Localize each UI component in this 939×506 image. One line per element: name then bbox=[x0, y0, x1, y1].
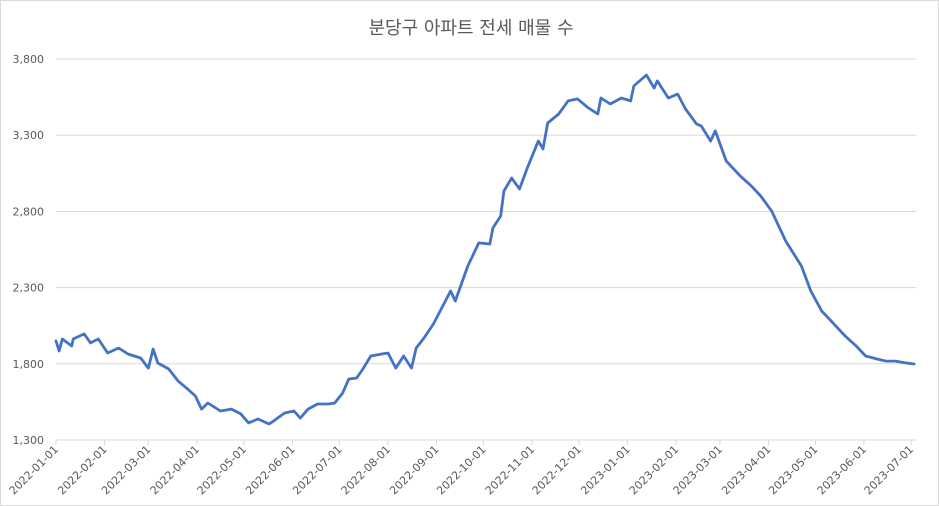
y-tick-label: 3,300 bbox=[13, 129, 45, 142]
x-tick-label: 2023-07-01 bbox=[862, 443, 916, 497]
x-tick-label: 2022-07-01 bbox=[290, 443, 344, 497]
y-tick-label: 1,300 bbox=[13, 434, 45, 447]
y-tick-label: 2,800 bbox=[13, 205, 45, 218]
x-tick-label: 2022-04-01 bbox=[148, 443, 202, 497]
x-tick-label: 2022-10-01 bbox=[434, 443, 488, 497]
x-tick-label: 2022-08-01 bbox=[339, 443, 393, 497]
x-tick-label: 2022-12-01 bbox=[530, 443, 584, 497]
chart-title: 분당구 아파트 전세 매물 수 bbox=[368, 18, 573, 39]
x-tick-label: 2023-05-01 bbox=[766, 443, 820, 497]
x-tick-label: 2022-11-01 bbox=[483, 443, 537, 497]
y-tick-label: 1,800 bbox=[13, 358, 45, 371]
x-tick-label: 2023-04-01 bbox=[719, 443, 773, 497]
x-tick-label: 2022-09-01 bbox=[387, 443, 441, 497]
series-line bbox=[54, 73, 916, 426]
y-tick-label: 2,300 bbox=[13, 282, 45, 295]
y-tick-label: 3,800 bbox=[13, 53, 45, 66]
x-tick-label: 2023-01-01 bbox=[578, 443, 632, 497]
x-tick-label: 2022-06-01 bbox=[243, 443, 297, 497]
x-tick-label: 2022-01-01 bbox=[7, 443, 61, 497]
x-tick-label: 2023-06-01 bbox=[815, 443, 869, 497]
x-tick-label: 2022-05-01 bbox=[195, 443, 249, 497]
